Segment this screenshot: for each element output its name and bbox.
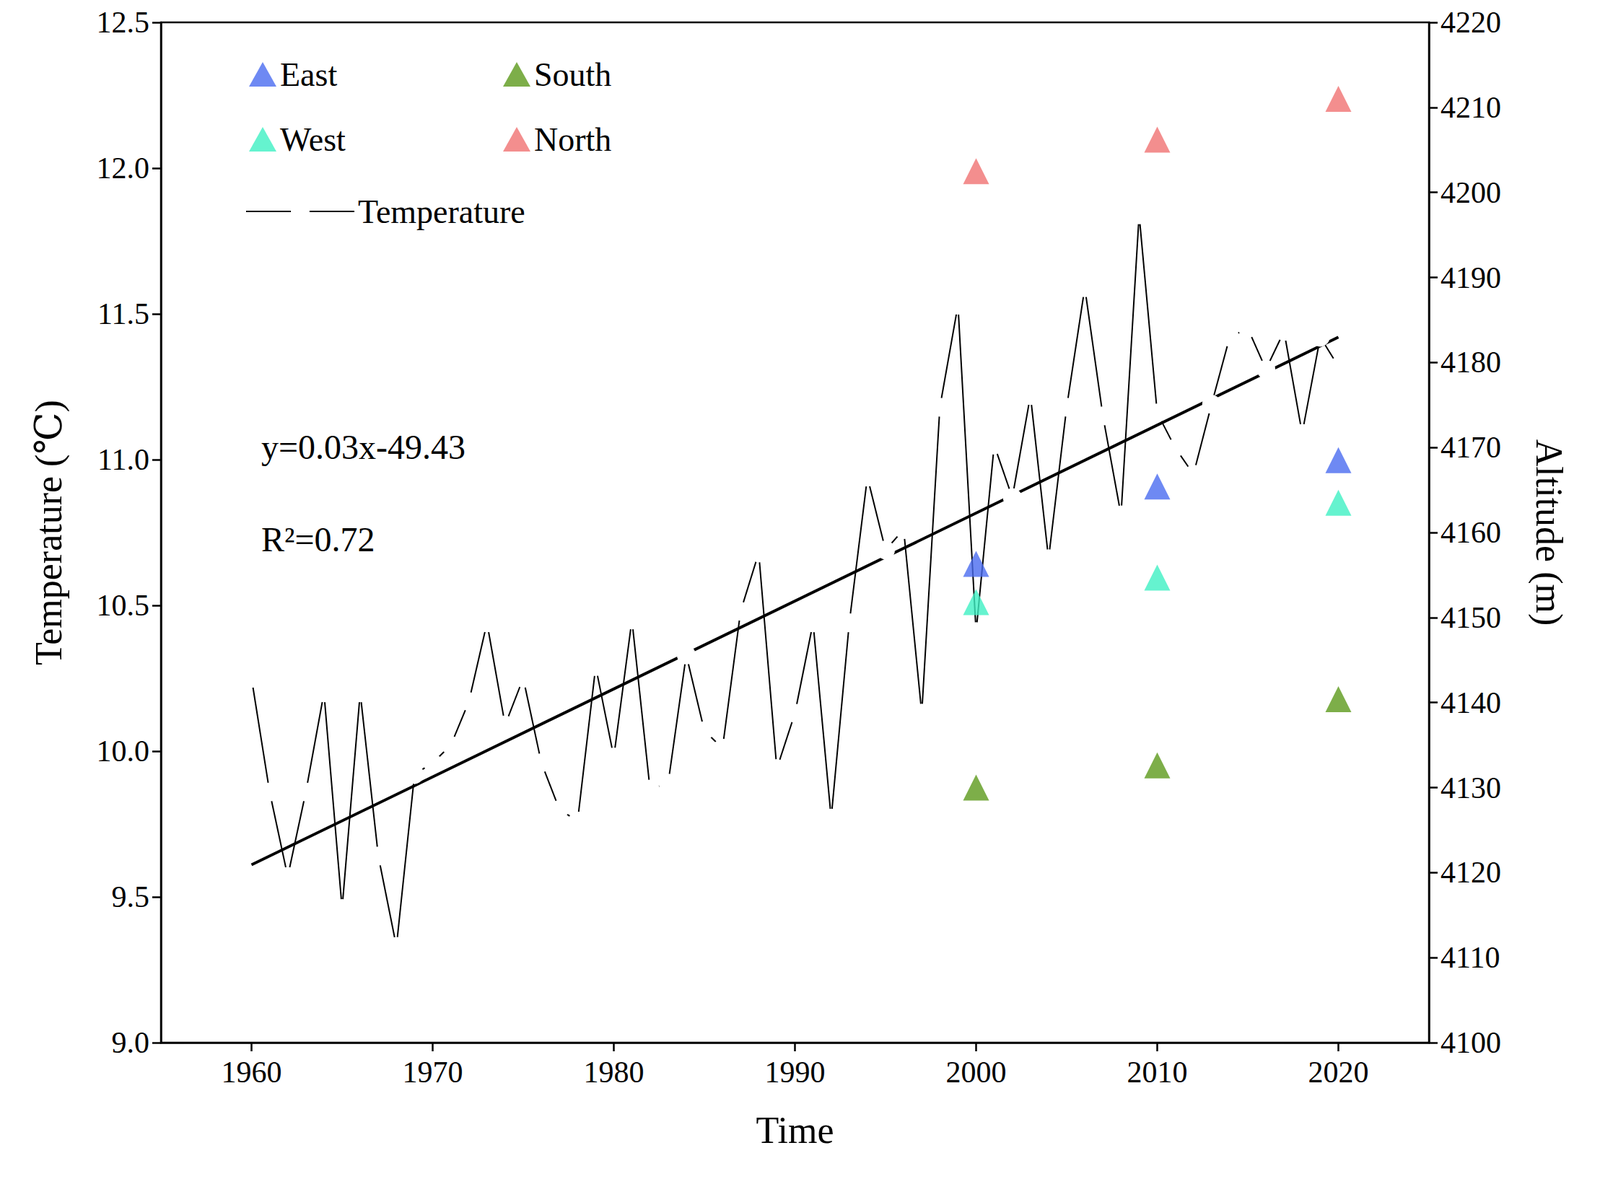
svg-text:4180: 4180 (1440, 345, 1502, 379)
svg-text:9.0: 9.0 (111, 1026, 151, 1060)
svg-text:4160: 4160 (1440, 516, 1502, 550)
svg-text:Temperature (℃): Temperature (℃) (28, 399, 71, 666)
svg-text:12.0: 12.0 (96, 151, 151, 185)
svg-text:4210: 4210 (1440, 90, 1502, 125)
svg-text:11.0: 11.0 (97, 443, 150, 477)
svg-text:4130: 4130 (1440, 771, 1502, 805)
svg-text:11.5: 11.5 (97, 297, 150, 331)
svg-text:East: East (280, 56, 338, 94)
svg-text:2010: 2010 (1127, 1055, 1188, 1090)
svg-text:4220: 4220 (1440, 5, 1502, 39)
svg-text:Temperature: Temperature (357, 193, 526, 231)
svg-text:1960: 1960 (221, 1055, 283, 1090)
svg-text:y=0.03x-49.43: y=0.03x-49.43 (261, 427, 466, 467)
svg-text:4170: 4170 (1440, 430, 1502, 465)
svg-text:Time: Time (756, 1109, 835, 1152)
svg-text:2000: 2000 (946, 1055, 1007, 1090)
svg-text:South: South (534, 56, 612, 94)
svg-text:West: West (280, 121, 346, 159)
svg-text:4110: 4110 (1440, 941, 1500, 975)
svg-text:1970: 1970 (402, 1055, 464, 1090)
svg-text:Altitude (m): Altitude (m) (1527, 439, 1570, 627)
svg-text:12.5: 12.5 (96, 5, 151, 39)
svg-text:9.5: 9.5 (111, 880, 151, 914)
svg-text:R²=0.72: R²=0.72 (261, 520, 375, 559)
svg-text:10.5: 10.5 (96, 588, 151, 623)
svg-text:1990: 1990 (764, 1055, 826, 1090)
svg-text:2020: 2020 (1308, 1055, 1370, 1090)
svg-text:4120: 4120 (1440, 855, 1502, 890)
svg-text:4100: 4100 (1440, 1026, 1502, 1060)
svg-text:10.0: 10.0 (96, 734, 151, 768)
svg-text:4140: 4140 (1440, 686, 1502, 720)
svg-text:4150: 4150 (1440, 601, 1502, 635)
svg-text:4200: 4200 (1440, 176, 1502, 210)
svg-text:1980: 1980 (583, 1055, 645, 1090)
svg-text:North: North (534, 121, 612, 159)
svg-text:4190: 4190 (1440, 261, 1502, 295)
